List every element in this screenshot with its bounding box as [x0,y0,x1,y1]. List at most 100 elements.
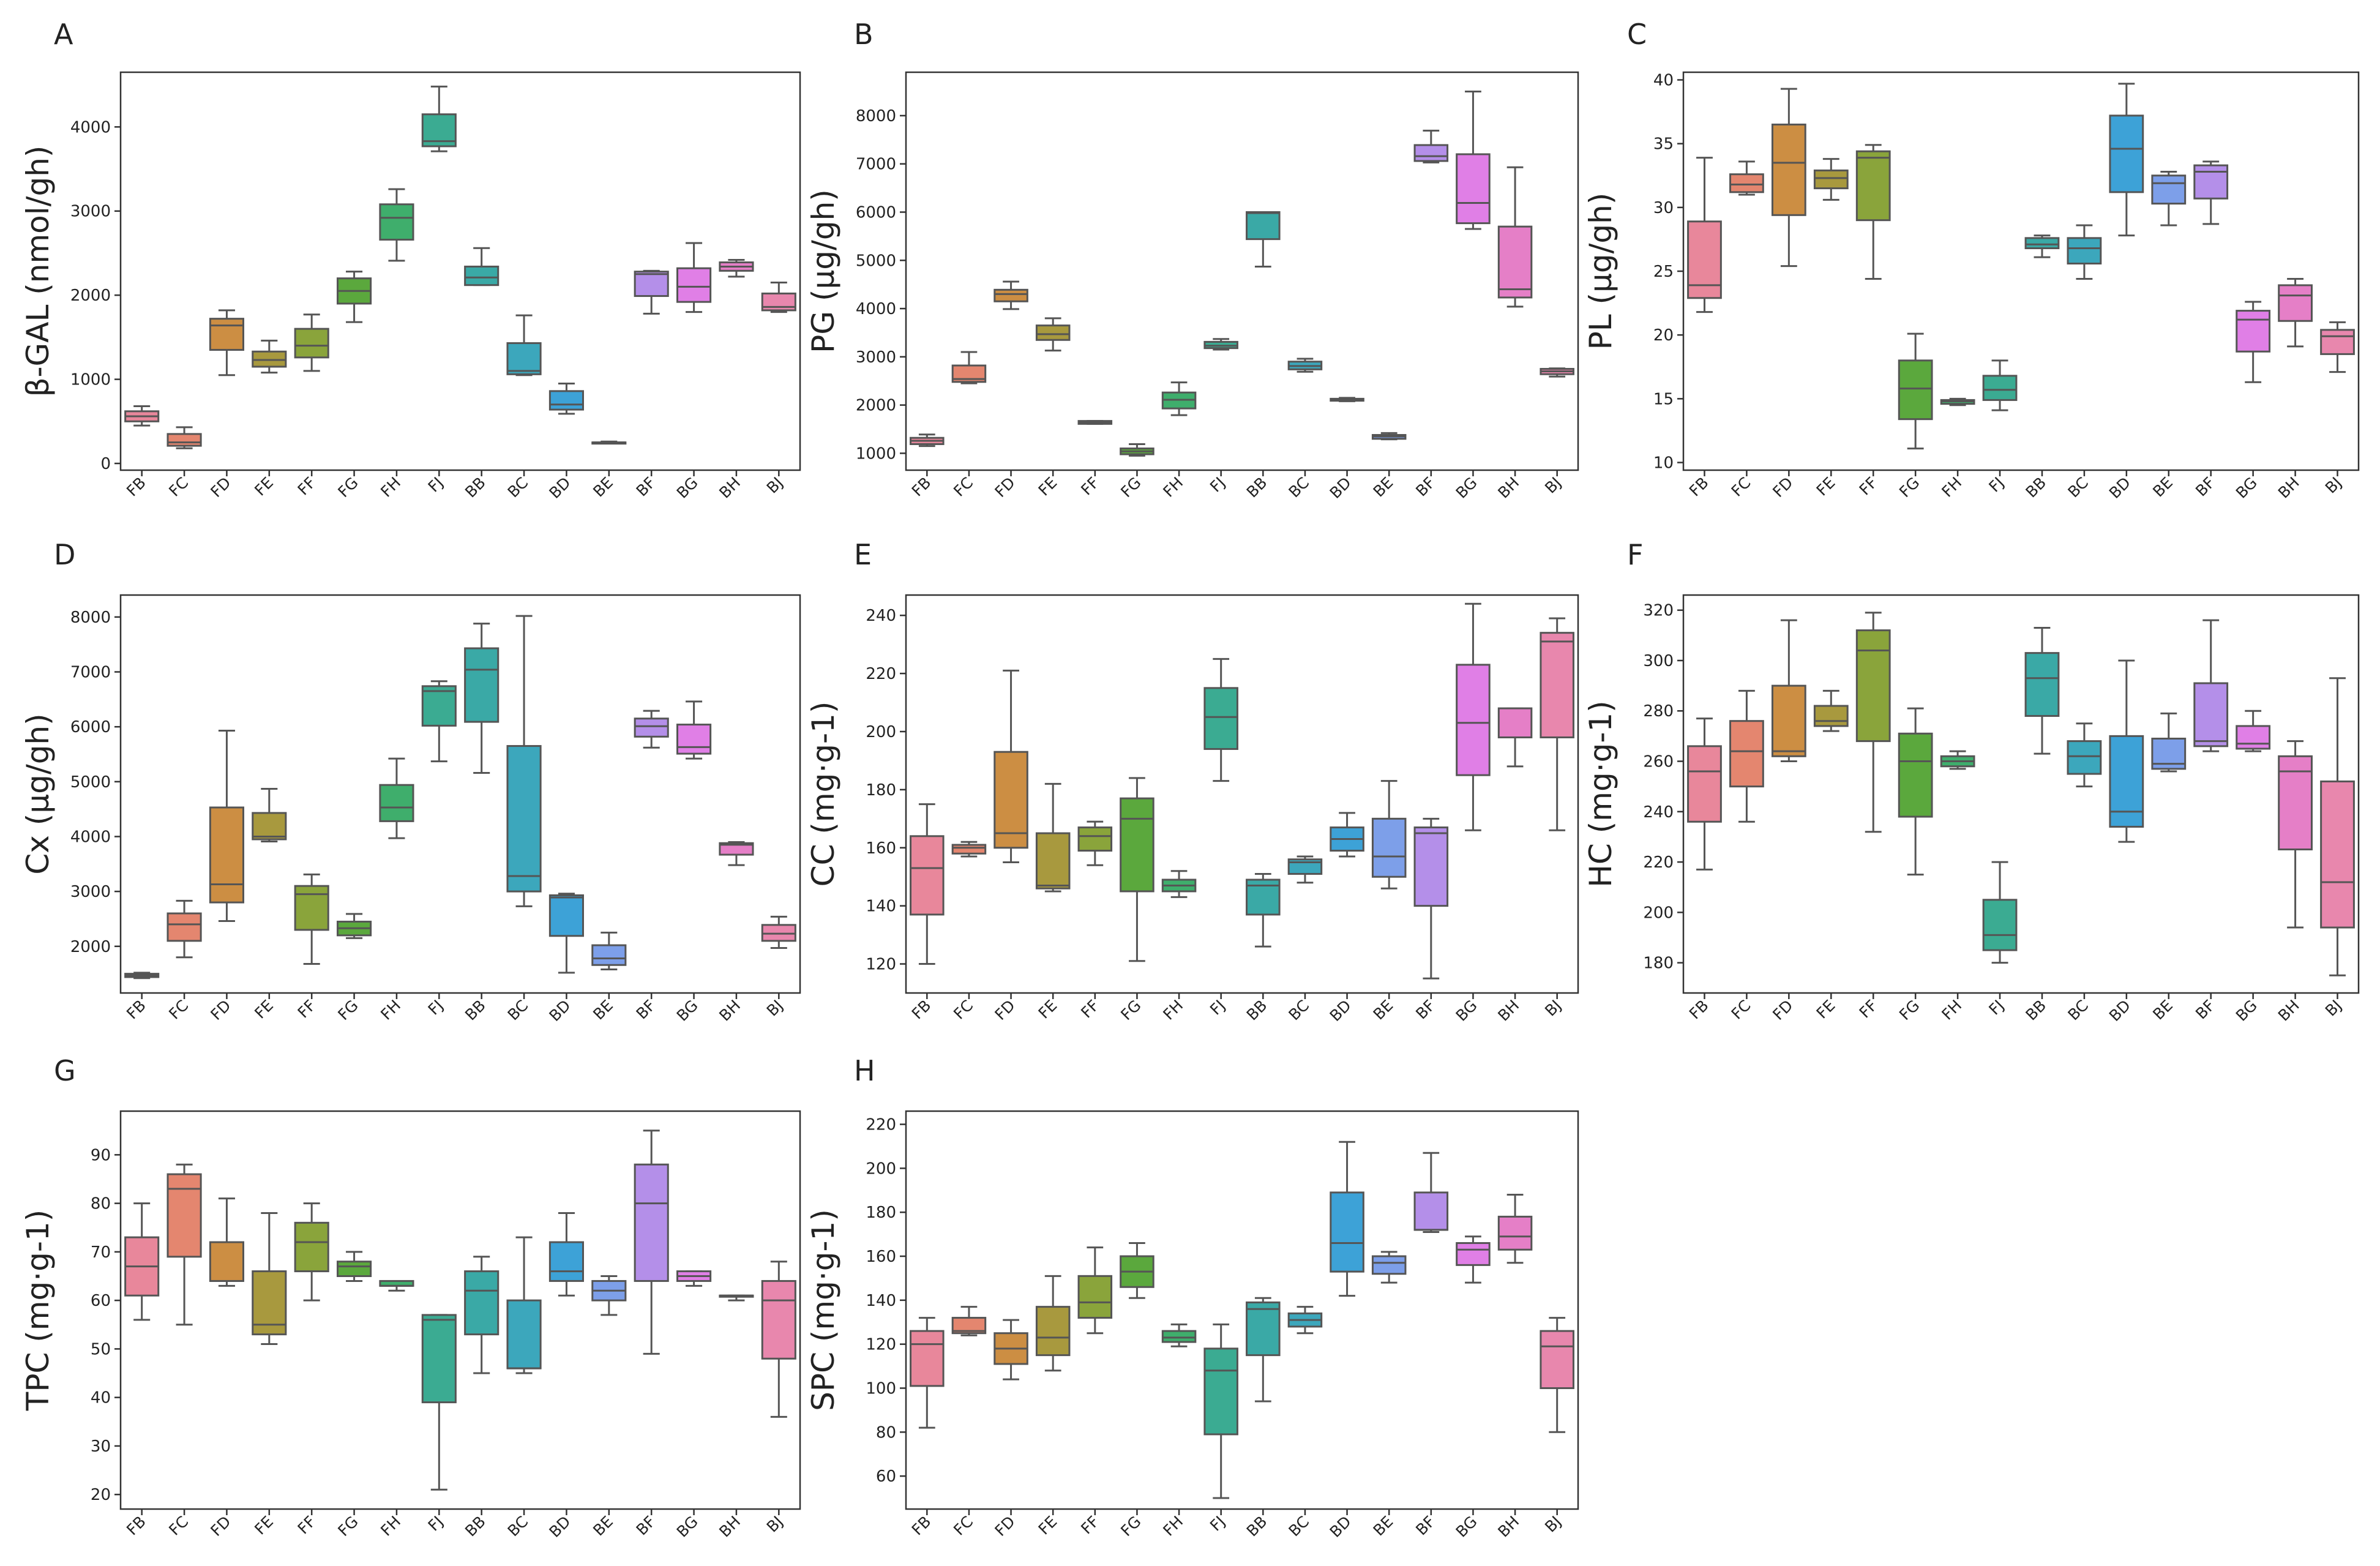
panel-d: D Cx (μg/gh) 2000 3000 4000 5000 6000 7000 8000 F… [20,538,801,1025]
x-tick-label: BE [1370,1513,1397,1540]
box-fd [209,1241,244,1282]
x-tick-label: BE [1370,997,1397,1024]
box-bf [634,271,669,298]
x-tick-label: FH [377,1513,404,1540]
box-bc [506,745,542,893]
box-bd [548,390,584,411]
box-fc [1729,720,1764,788]
box-bb [2024,652,2060,717]
box-bf [1413,1191,1449,1231]
y-axis-label: CC (mg·g-1) [806,702,841,887]
box-bg [1456,1242,1491,1266]
x-tick-label: BJ [1541,474,1565,497]
box-fe [1813,169,1849,190]
box-fd [1771,684,1806,757]
panel-f: F HC (mg·g-1) 180 200 220 240 260 280 300 320 FB FC… [1583,538,2360,1025]
y-tick-label: 7000 [856,155,896,174]
x-tick-label: BF [1412,474,1439,500]
box-ff [294,328,329,359]
box-bg [676,724,712,755]
x-tick-label: FD [992,1513,1019,1540]
box-ff [1855,150,1891,222]
box-bf [1413,826,1449,907]
box-fg [1898,359,1933,421]
x-tick-label: BJ [2322,997,2345,1020]
x-tick-label: FH [1938,474,1965,501]
y-tick-label: 30 [1653,199,1674,217]
box-fd [994,751,1028,849]
panel-a: Aβ-GAL (nmol/gh) 0 1000 2000 3000 4000 FB FC FD F… [20,18,801,502]
box-bb [464,1270,500,1336]
x-tick-label: FB [908,474,935,500]
x-tick-label: FD [992,997,1019,1024]
x-tick-label: BG [2232,474,2261,502]
y-tick-label: 280 [1643,702,1674,721]
x-tick-label: FG [1117,997,1144,1024]
y-tick-label: 220 [866,665,896,683]
box-fj [1203,687,1238,750]
box-fg [337,1261,372,1278]
x-tick-label: FJ [425,1513,447,1535]
box-bh [1497,1215,1533,1251]
x-tick-label: FC [165,997,192,1023]
x-tick-label: FB [1686,997,1712,1023]
x-tick-label: FG [334,997,361,1024]
box-fb [910,1330,945,1387]
y-tick-label: 3000 [70,883,111,901]
y-tick-label: 180 [866,1204,896,1222]
x-tick-label: FC [950,997,976,1023]
x-tick-label: BJ [763,474,787,497]
x-tick-label: BB [1243,997,1271,1024]
box-bg [2236,725,2271,750]
x-tick-label: FD [1769,474,1796,501]
y-tick-label: 200 [866,723,896,741]
x-tick-label: BD [545,1513,574,1541]
x-tick-label: BC [504,997,532,1024]
y-tick-label: 120 [866,1336,896,1354]
box-bf [2193,164,2229,200]
x-tick-label: BC [504,474,532,501]
y-tick-label: 160 [866,1248,896,1266]
box-bh [719,842,754,856]
x-tick-label: FJ [1207,1513,1229,1535]
x-tick-label: FB [123,474,149,500]
x-tick-label: FD [207,474,234,501]
x-tick-label: BF [633,474,659,500]
x-tick-label: BH [1494,1513,1522,1541]
x-tick-label: FG [334,474,361,501]
box-bg [2236,310,2271,353]
box-fh [379,784,414,822]
x-tick-label: FF [1077,474,1102,499]
y-tick-label: 30 [91,1437,111,1456]
box-fj [1982,375,2018,401]
y-tick-label: 3000 [70,203,111,221]
x-tick-label: FG [1117,1513,1144,1540]
box-fj [1203,1347,1238,1436]
x-tick-label: BG [1453,1513,1481,1541]
x-tick-label: BF [2192,997,2218,1023]
box-bh [2278,755,2313,851]
y-tick-label: 60 [876,1467,896,1486]
y-tick-label: 2000 [70,287,111,305]
y-tick-label: 80 [91,1195,111,1213]
x-tick-label: FE [1035,1513,1061,1538]
x-tick-label: FB [908,1513,935,1539]
y-tick-label: 4000 [70,118,111,137]
x-tick-label: FF [294,1513,320,1538]
box-fc [167,1173,202,1258]
box-fc [951,844,987,855]
box-bc [2067,740,2102,775]
x-tick-label: FJ [425,997,447,1019]
box-ff [1077,826,1113,852]
y-tick-label: 220 [866,1116,896,1134]
y-tick-label: 35 [1653,135,1674,154]
x-tick-label: FB [123,997,149,1023]
x-tick-label: BD [545,474,574,502]
x-tick-label: BC [2064,474,2092,501]
box-bc [506,342,542,375]
x-tick-label: FH [1938,997,1965,1024]
x-tick-label: FF [1077,1513,1102,1538]
y-tick-label: 1000 [70,371,111,389]
x-tick-label: BE [589,997,616,1024]
